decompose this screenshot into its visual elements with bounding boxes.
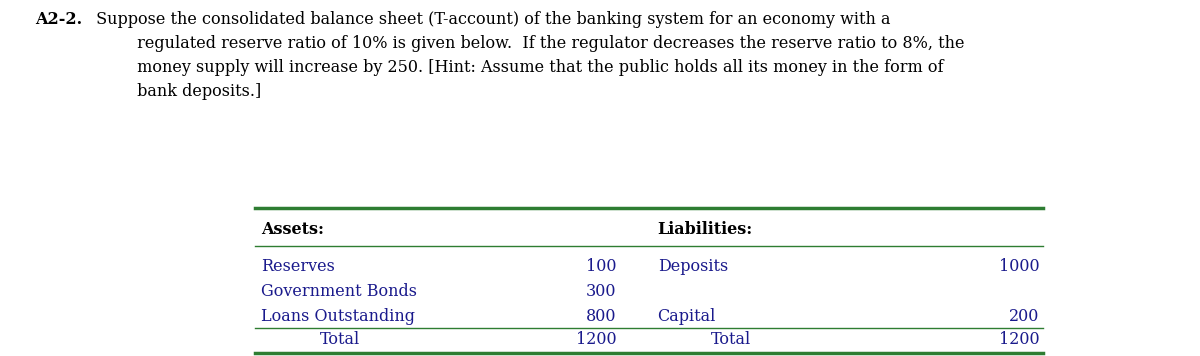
Text: Deposits: Deposits (658, 258, 728, 275)
Text: Total: Total (710, 331, 751, 349)
Text: Liabilities:: Liabilities: (658, 221, 752, 238)
Text: Suppose the consolidated balance sheet (T-account) of the banking system for an : Suppose the consolidated balance sheet (… (91, 11, 965, 100)
Text: Loans Outstanding: Loans Outstanding (260, 308, 415, 325)
Text: Total: Total (320, 331, 360, 349)
Text: Assets:: Assets: (260, 221, 324, 238)
Text: 1200: 1200 (998, 331, 1039, 349)
Text: 800: 800 (586, 308, 616, 325)
Text: 100: 100 (586, 258, 616, 275)
Text: 1000: 1000 (998, 258, 1039, 275)
Text: Government Bonds: Government Bonds (260, 283, 416, 300)
Text: Reserves: Reserves (260, 258, 335, 275)
Text: 200: 200 (1009, 308, 1039, 325)
Text: 300: 300 (586, 283, 616, 300)
Text: 1200: 1200 (576, 331, 616, 349)
Text: Capital: Capital (658, 308, 716, 325)
Text: A2-2.: A2-2. (36, 11, 83, 28)
